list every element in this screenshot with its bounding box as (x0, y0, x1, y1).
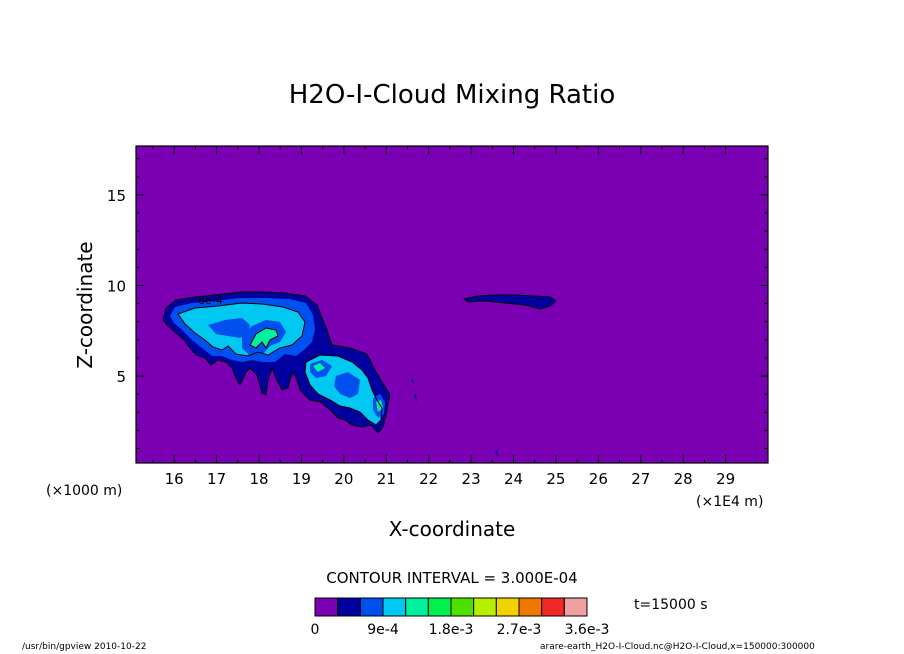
x-unit-left: (×1000 m) (46, 483, 122, 499)
colorbar-tick-label: 1.8e-3 (429, 622, 474, 638)
x-tick-label: 21 (377, 470, 396, 488)
colorbar-swatch (450, 597, 475, 617)
inline-contour-label: 6e-4 (198, 294, 223, 307)
colorbar-labels: 0 9e-4 1.8e-3 2.7e-3 3.6e-3 (311, 622, 610, 638)
contour-line-lower (304, 354, 383, 426)
colorbar-tick-label: 9e-4 (367, 622, 399, 638)
contour-level1-dot-c (495, 449, 498, 456)
plot-frame (135, 145, 769, 464)
x-tick-label: 29 (716, 470, 735, 488)
y-tick-label: 10 (107, 277, 126, 295)
contour-lines (162, 291, 557, 434)
x-tick-label: 19 (292, 470, 311, 488)
contour-level1-dot-b (414, 393, 417, 402)
x-unit-right: (×1E4 m) (696, 494, 763, 510)
contour-line-band (462, 294, 557, 310)
x-axis-label: X-coordinate (389, 517, 516, 541)
footer-left: /usr/bin/gpview 2010-10-22 (22, 642, 147, 652)
colorbar-swatch (518, 597, 543, 617)
chart-title: H2O-I-Cloud Mixing Ratio (289, 80, 616, 110)
footer-right: arare-earth_H2O-I-Cloud.nc@H2O-I-Cloud,x… (540, 642, 815, 652)
x-tick-label: 26 (589, 470, 608, 488)
colorbar-tick-label: 0 (311, 622, 320, 638)
colorbar-swatch (495, 597, 520, 617)
x-tick-label: 18 (249, 470, 268, 488)
contour-level1-dot-a (411, 378, 414, 384)
colorbar (314, 597, 588, 617)
y-tick-label: 5 (116, 368, 126, 386)
colorbar-swatch (473, 597, 497, 617)
x-tick-label: 20 (334, 470, 353, 488)
y-axis-label: Z-coordinate (73, 241, 97, 368)
x-axis-ticks: 16 17 18 19 20 21 22 23 24 25 26 27 28 29 (152, 146, 735, 488)
x-tick-label: 24 (504, 470, 523, 488)
contour-level4-tip (376, 400, 383, 412)
colorbar-swatch (405, 597, 429, 617)
x-tick-label: 23 (462, 470, 481, 488)
colorbar-swatch (337, 597, 361, 617)
contour-level4-core (250, 328, 278, 348)
contour-level2-lower-b (334, 372, 360, 398)
y-tick-label: 15 (107, 187, 126, 205)
x-tick-label: 22 (419, 470, 438, 488)
contour-line-mid (177, 302, 306, 357)
colorbar-tick-label: 3.6e-3 (565, 622, 610, 638)
x-tick-label: 16 (165, 470, 184, 488)
colorbar-swatch (541, 597, 565, 617)
colorbar-swatch (359, 597, 384, 617)
contour-line-outer (162, 291, 391, 434)
colorbar-swatch (563, 597, 588, 617)
colorbar-swatch (427, 597, 452, 617)
colorbar-swatch (314, 597, 339, 617)
contour-line-core (249, 327, 279, 349)
x-tick-label: 27 (631, 470, 650, 488)
colorbar-swatch (382, 597, 407, 617)
x-tick-label: 28 (674, 470, 693, 488)
colorbar-tick-label: 2.7e-3 (497, 622, 542, 638)
x-tick-label: 17 (207, 470, 226, 488)
x-tick-label: 25 (546, 470, 565, 488)
contour-level1-band (464, 295, 556, 309)
contour-level2-pocket (208, 318, 250, 338)
contour-interval-label: CONTOUR INTERVAL = 3.000E-04 (326, 569, 577, 587)
time-label: t=15000 s (634, 597, 708, 613)
y-axis-ticks: 5 10 15 (107, 158, 768, 450)
contour-level4-lower (313, 363, 325, 372)
